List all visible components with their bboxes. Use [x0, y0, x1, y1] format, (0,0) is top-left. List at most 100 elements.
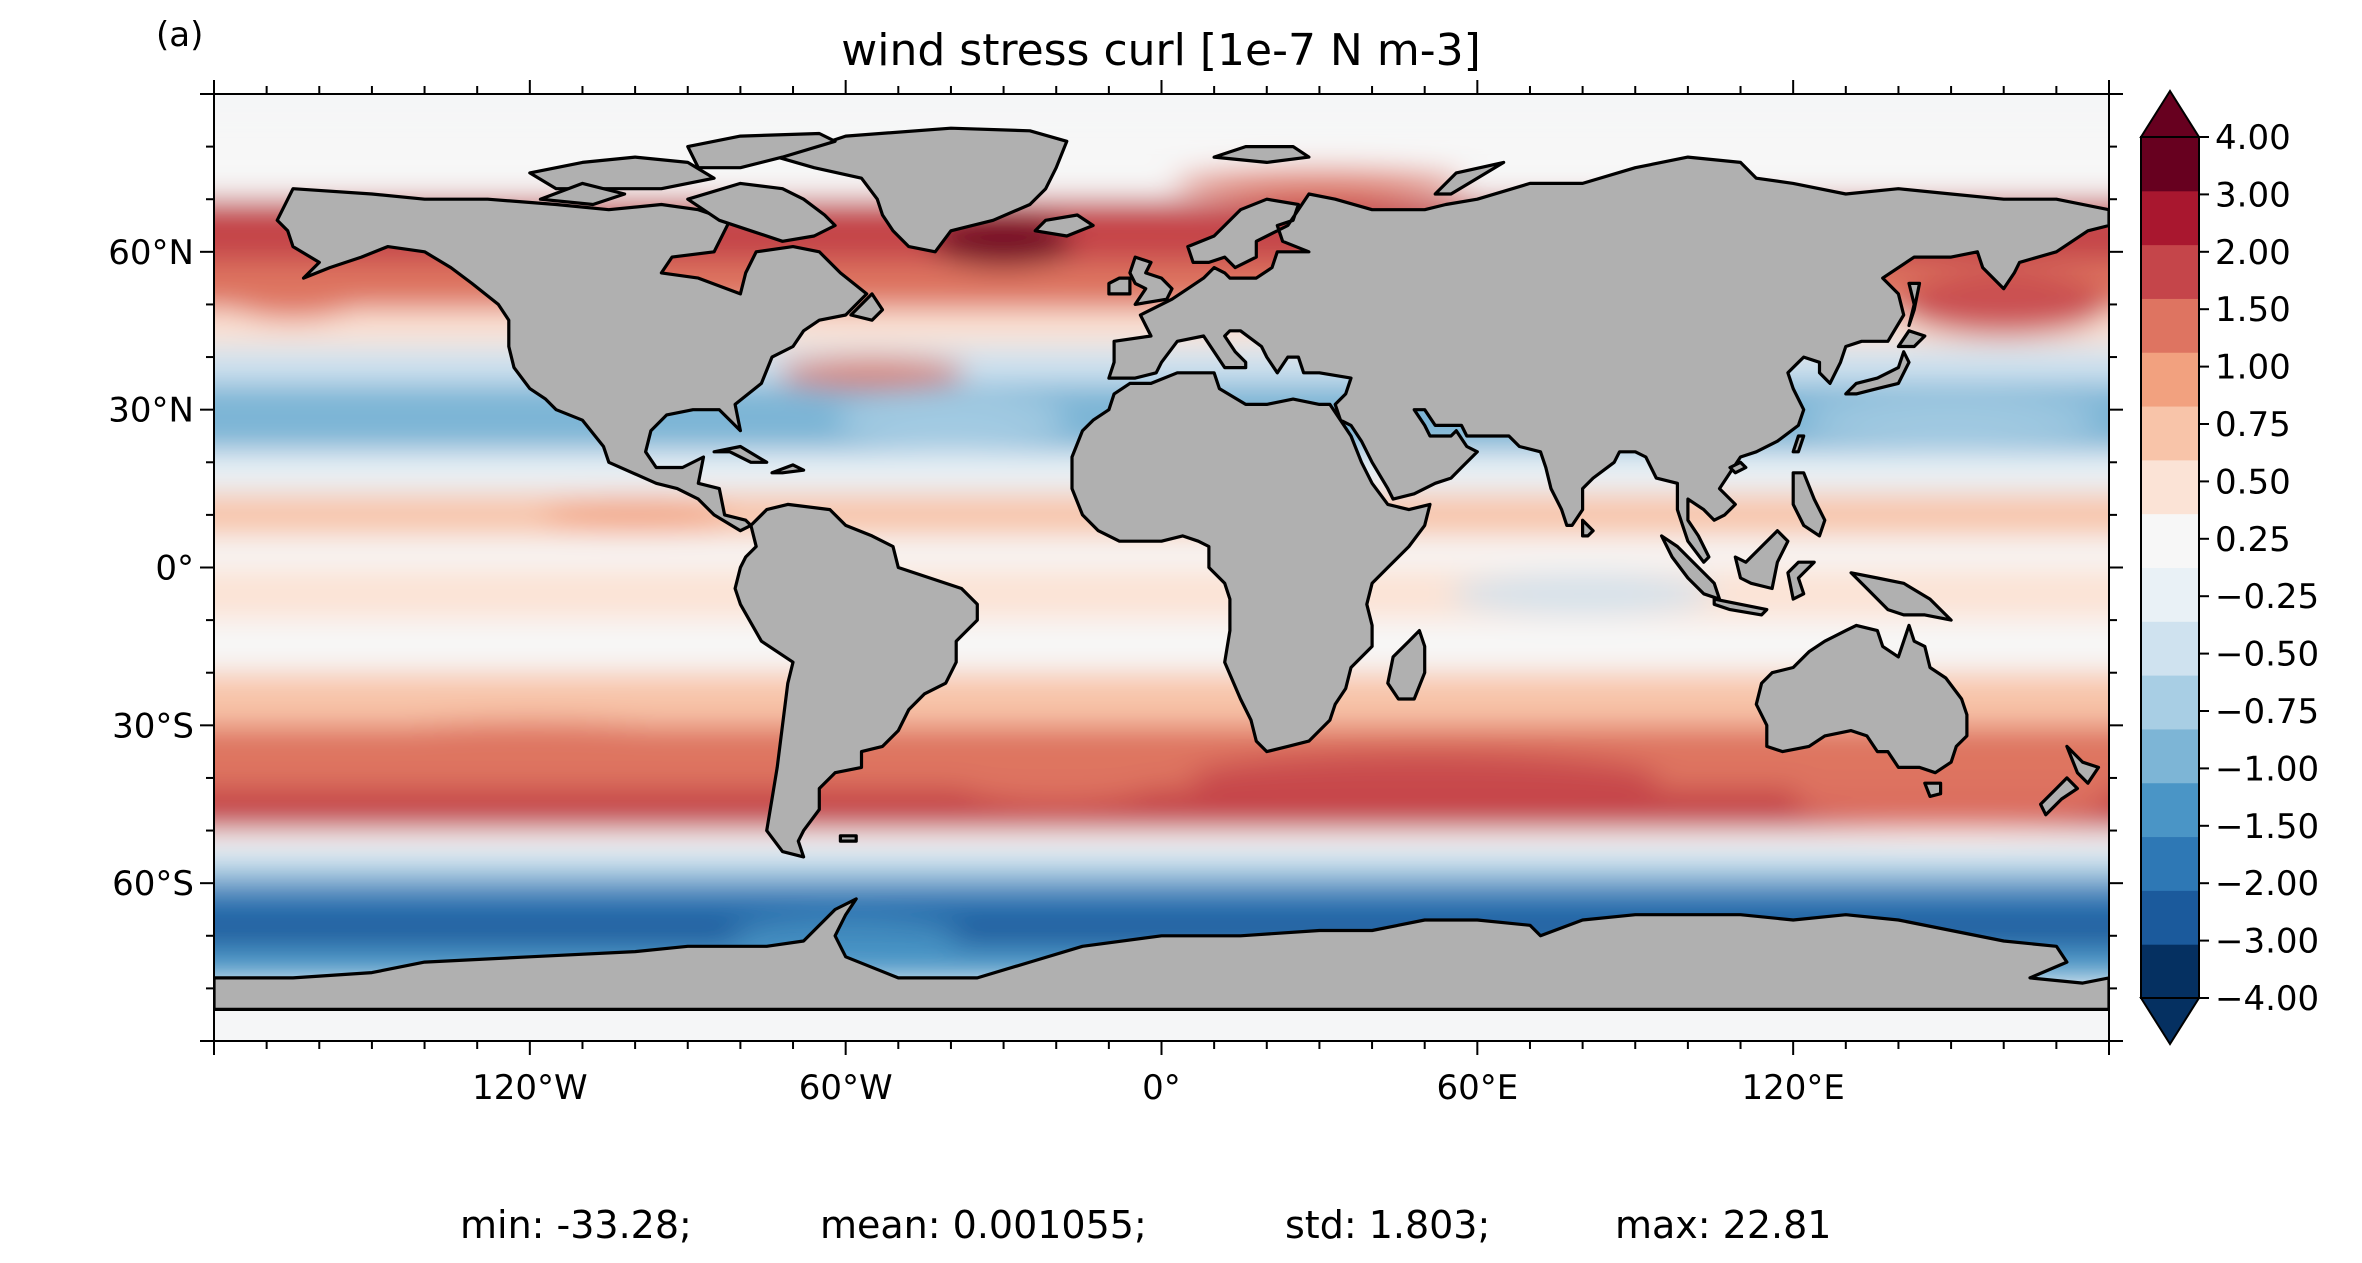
land-newfoundland	[849, 292, 885, 322]
axes: 120°W 60°W 0° 60°E 120°E 60°N 30°N 0° 30°S 60°S	[108, 80, 2123, 1108]
y-tick-label: 30°S	[112, 706, 194, 746]
stat-item: std: 1.803;	[1285, 1203, 1490, 1247]
colorbar-segment	[2141, 513, 2199, 568]
land-falklands	[838, 834, 858, 843]
field-band	[214, 856, 2109, 884]
land-africa	[1070, 371, 1432, 754]
chart-title: wind stress curl [1e-7 N m-3]	[841, 25, 1480, 76]
colorbar-tick-label: 0.50	[2215, 462, 2291, 502]
field-blob	[1793, 767, 2109, 831]
land-south-america	[733, 502, 979, 859]
colorbar-segment	[2141, 137, 2199, 192]
field-band	[214, 788, 2109, 831]
land-hispaniola	[770, 463, 806, 475]
land-hainan	[1728, 460, 1748, 475]
colorbar-tick-label: −1.00	[2215, 749, 2319, 789]
field-blob	[1187, 751, 1662, 805]
colorbar-tick-label: −0.25	[2215, 577, 2319, 617]
field-blob	[1803, 399, 2099, 442]
land-canadian-archipelago-2	[686, 131, 837, 170]
field-band	[214, 620, 2109, 673]
land-baffin-island	[686, 181, 837, 243]
land-sakhalin	[1907, 281, 1922, 328]
map-area	[214, 94, 2109, 1041]
stat-item: mean: 0.001055;	[820, 1203, 1147, 1247]
colorbar-tick-label: 1.50	[2215, 290, 2291, 330]
colorbar-segment	[2141, 567, 2199, 622]
field-blob	[266, 393, 583, 447]
land-victoria-island	[538, 181, 627, 207]
colorbar-segment	[2141, 890, 2199, 945]
land-north-america	[275, 187, 869, 533]
field-blob	[540, 499, 730, 531]
stat-item: max: 22.81	[1615, 1203, 1831, 1247]
colorbar: −4.00 −3.00 −2.00 −1.50 −1.00 −0.75 −0.50 −0.25…	[2139, 89, 2319, 1046]
field-band	[214, 120, 2109, 200]
colorbar-tick-label: 4.00	[2215, 118, 2291, 158]
field-blob	[951, 751, 1162, 805]
colorbar-extend-max	[2139, 89, 2201, 138]
colorbar-tick-label: −4.00	[2215, 979, 2319, 1019]
colorbar-segment	[2141, 944, 2199, 999]
colorbar-segment	[2141, 352, 2199, 407]
colorbar-tick-label: 1.00	[2215, 348, 2291, 388]
colorbar-segment	[2141, 244, 2199, 299]
land-sulawesi	[1786, 560, 1816, 601]
colorbar-tick-label: 2.00	[2215, 233, 2291, 273]
land-ireland	[1107, 276, 1132, 296]
x-tick-label: 60°E	[1436, 1068, 1518, 1108]
colorbar-tick-label: −1.50	[2215, 807, 2319, 847]
x-tick-label: 0°	[1142, 1068, 1181, 1108]
colorbar-frame	[2140, 136, 2200, 999]
colorbar-segment	[2141, 836, 2199, 891]
land-iceland	[1033, 213, 1095, 238]
colorbar-segment	[2141, 190, 2199, 246]
field-blob	[1061, 204, 1209, 258]
field-blob	[1898, 272, 2109, 337]
x-tick-label: 120°W	[472, 1068, 588, 1108]
y-tick-label: 30°N	[108, 391, 194, 431]
land-japan-honshu	[1844, 350, 1911, 396]
land-madagascar	[1386, 628, 1427, 701]
y-tick-label: 60°N	[108, 233, 194, 273]
colorbar-tick-label: 0.25	[2215, 520, 2291, 560]
field-blob	[1451, 572, 1715, 615]
colorbar-extend-min	[2139, 997, 2201, 1046]
field-blob	[319, 720, 741, 784]
field-blob	[1172, 167, 1467, 200]
colorbar-segment	[2141, 782, 2199, 838]
field-blob	[835, 393, 1067, 447]
colorbar-tick-label: −0.75	[2215, 692, 2319, 732]
land-greenland	[775, 126, 1069, 254]
land-borneo	[1733, 529, 1790, 591]
land-great-britain	[1128, 255, 1174, 306]
land-new-guinea	[1849, 571, 1953, 622]
colorbar-segment	[2141, 459, 2199, 515]
land-sri-lanka	[1580, 518, 1595, 538]
stats-line: min: -33.28; mean: 0.001055; std: 1.803; ma…	[460, 1203, 1831, 1247]
colorbar-segment	[2141, 675, 2199, 730]
colorbar-tick-label: −0.50	[2215, 635, 2319, 675]
colorbar-segment	[2141, 621, 2199, 676]
land-new-zealand-north	[2065, 744, 2101, 785]
land-novaya-zemlya	[1433, 160, 1506, 196]
y-tick-label: 60°S	[112, 864, 194, 904]
colorbar-segment	[2141, 406, 2199, 461]
land-eurasia	[1107, 155, 2109, 564]
land-philippines	[1791, 471, 1827, 538]
land-svalbard	[1212, 145, 1311, 164]
field-band	[214, 883, 2109, 915]
y-tick-label: 0°	[155, 549, 194, 589]
field-blob	[777, 357, 967, 389]
x-tick-label: 60°W	[799, 1068, 893, 1108]
colorbar-tick-label: 0.75	[2215, 405, 2291, 445]
land-antarctica	[214, 897, 2109, 1012]
colorbar-segment	[2141, 728, 2199, 784]
land-tasmania	[1923, 781, 1943, 799]
field-band	[214, 830, 2109, 857]
colorbar-tick-label: 3.00	[2215, 175, 2291, 215]
field-blob	[219, 267, 367, 321]
land-australia	[1754, 623, 1969, 775]
colorbar-tick-label: −2.00	[2215, 864, 2319, 904]
